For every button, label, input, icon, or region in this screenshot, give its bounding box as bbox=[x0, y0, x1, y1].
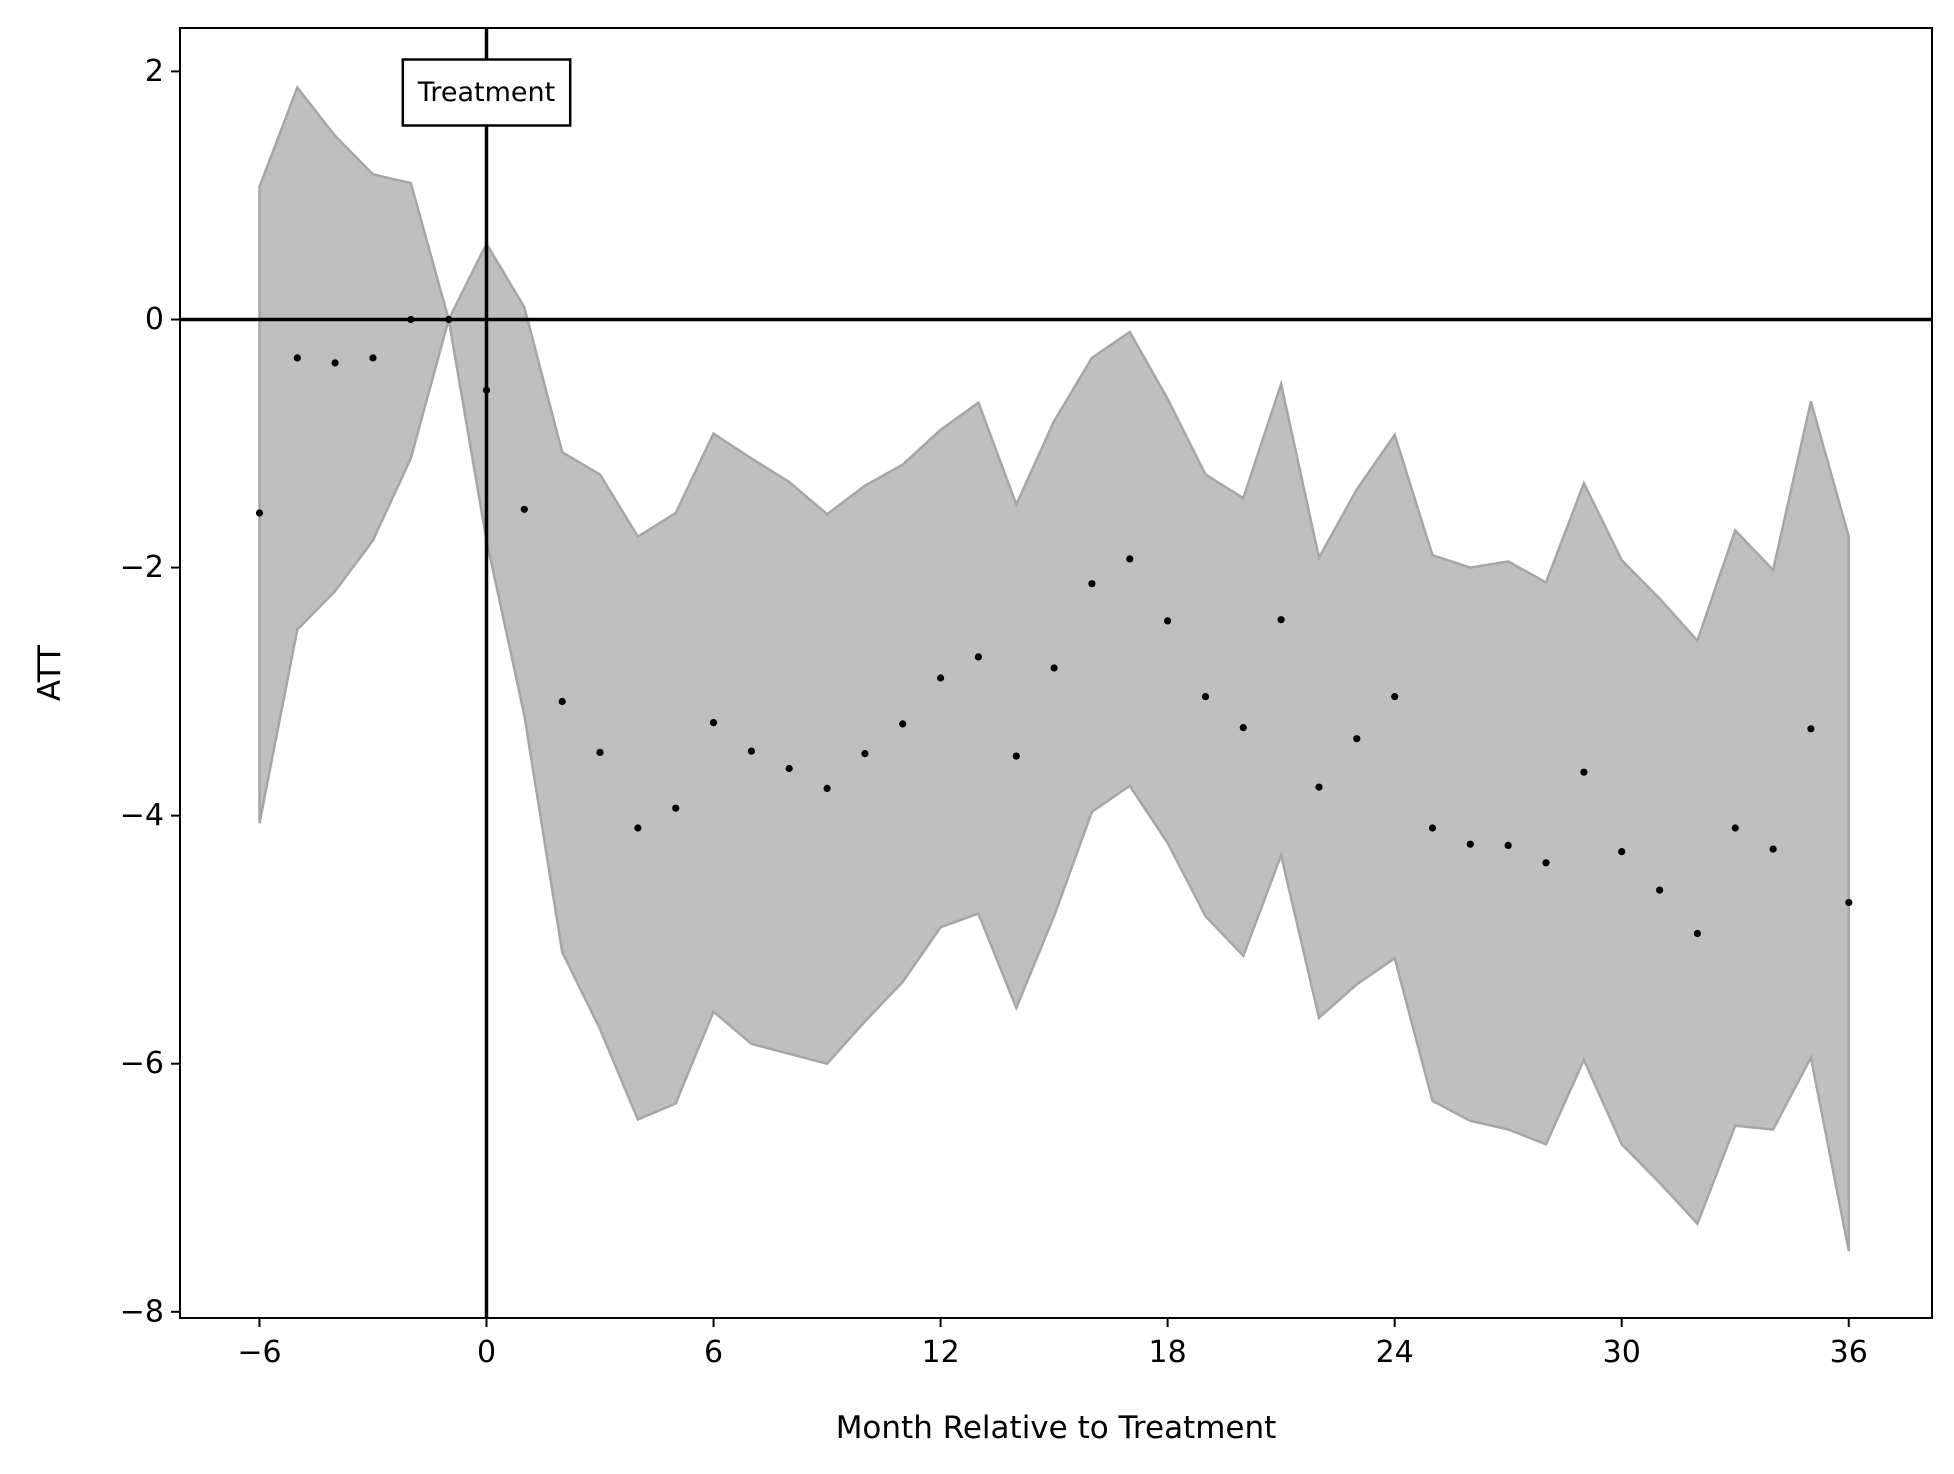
att-point bbox=[1126, 555, 1134, 563]
y-axis-label: ATT bbox=[32, 644, 68, 701]
att-point bbox=[1618, 848, 1626, 856]
x-tick-label: 18 bbox=[1149, 1335, 1187, 1370]
att-point bbox=[1277, 616, 1285, 624]
att-point bbox=[445, 315, 453, 324]
att-point bbox=[823, 784, 831, 793]
att-point bbox=[520, 505, 528, 513]
att-point bbox=[1391, 693, 1399, 701]
att-point bbox=[1050, 664, 1058, 672]
x-tick-label: 12 bbox=[921, 1335, 959, 1370]
att-point bbox=[1164, 617, 1172, 625]
treatment-annotation: Treatment bbox=[401, 58, 572, 127]
att-point bbox=[407, 315, 415, 324]
att-point bbox=[1428, 824, 1437, 832]
x-tick-label: 36 bbox=[1830, 1335, 1868, 1370]
att-point bbox=[1542, 859, 1550, 867]
att-point bbox=[634, 824, 642, 832]
x-tick-label: 6 bbox=[704, 1335, 723, 1370]
att-point bbox=[747, 747, 756, 755]
att-point bbox=[899, 720, 907, 728]
att-point bbox=[331, 359, 339, 367]
att-point bbox=[293, 354, 301, 362]
att-point bbox=[1088, 580, 1096, 588]
att-point bbox=[672, 804, 680, 812]
att-point bbox=[482, 386, 491, 394]
att-point bbox=[1315, 783, 1323, 791]
att-point bbox=[709, 719, 718, 727]
att-point bbox=[1012, 752, 1020, 760]
x-tick-label: 24 bbox=[1376, 1335, 1414, 1370]
att-point bbox=[861, 750, 869, 758]
att-point bbox=[1845, 898, 1853, 907]
att-point bbox=[1201, 693, 1210, 701]
treatment-annotation-box bbox=[401, 58, 572, 127]
y-tick-label: −2 bbox=[120, 550, 164, 585]
att-point bbox=[1731, 824, 1739, 832]
att-point bbox=[1504, 841, 1512, 850]
x-tick-label: 0 bbox=[477, 1335, 496, 1370]
att-point bbox=[1693, 929, 1701, 938]
x-tick-label: −6 bbox=[237, 1335, 281, 1370]
y-tick-label: −8 bbox=[120, 1294, 164, 1329]
att-point bbox=[596, 748, 604, 757]
x-axis-label: Month Relative to Treatment bbox=[836, 1410, 1277, 1446]
att-point bbox=[255, 509, 264, 517]
y-tick-label: 2 bbox=[145, 54, 164, 89]
att-point bbox=[1353, 735, 1361, 743]
att-point bbox=[1239, 724, 1247, 732]
x-tick-label: 30 bbox=[1603, 1335, 1641, 1370]
att-point bbox=[1807, 725, 1815, 733]
axis-ticks: −6 0 6 12 18 24 30 36 2 0 −2 −4 −6 −8 bbox=[120, 54, 1868, 1370]
att-point bbox=[369, 354, 377, 362]
att-point bbox=[1580, 768, 1588, 776]
att-point bbox=[937, 674, 945, 682]
y-tick-label: −4 bbox=[120, 798, 164, 833]
plot-area bbox=[180, 28, 1932, 1318]
att-point bbox=[558, 697, 566, 706]
att-point bbox=[1466, 840, 1474, 848]
y-tick-label: −6 bbox=[120, 1046, 164, 1081]
plot-frame bbox=[179, 27, 1933, 1319]
att-point bbox=[785, 764, 793, 773]
att-point bbox=[974, 653, 983, 661]
y-tick-label: 0 bbox=[145, 302, 164, 337]
att-point bbox=[1769, 845, 1777, 853]
att-point bbox=[1656, 886, 1664, 894]
treatment-annotation-text: Treatment bbox=[417, 77, 555, 108]
